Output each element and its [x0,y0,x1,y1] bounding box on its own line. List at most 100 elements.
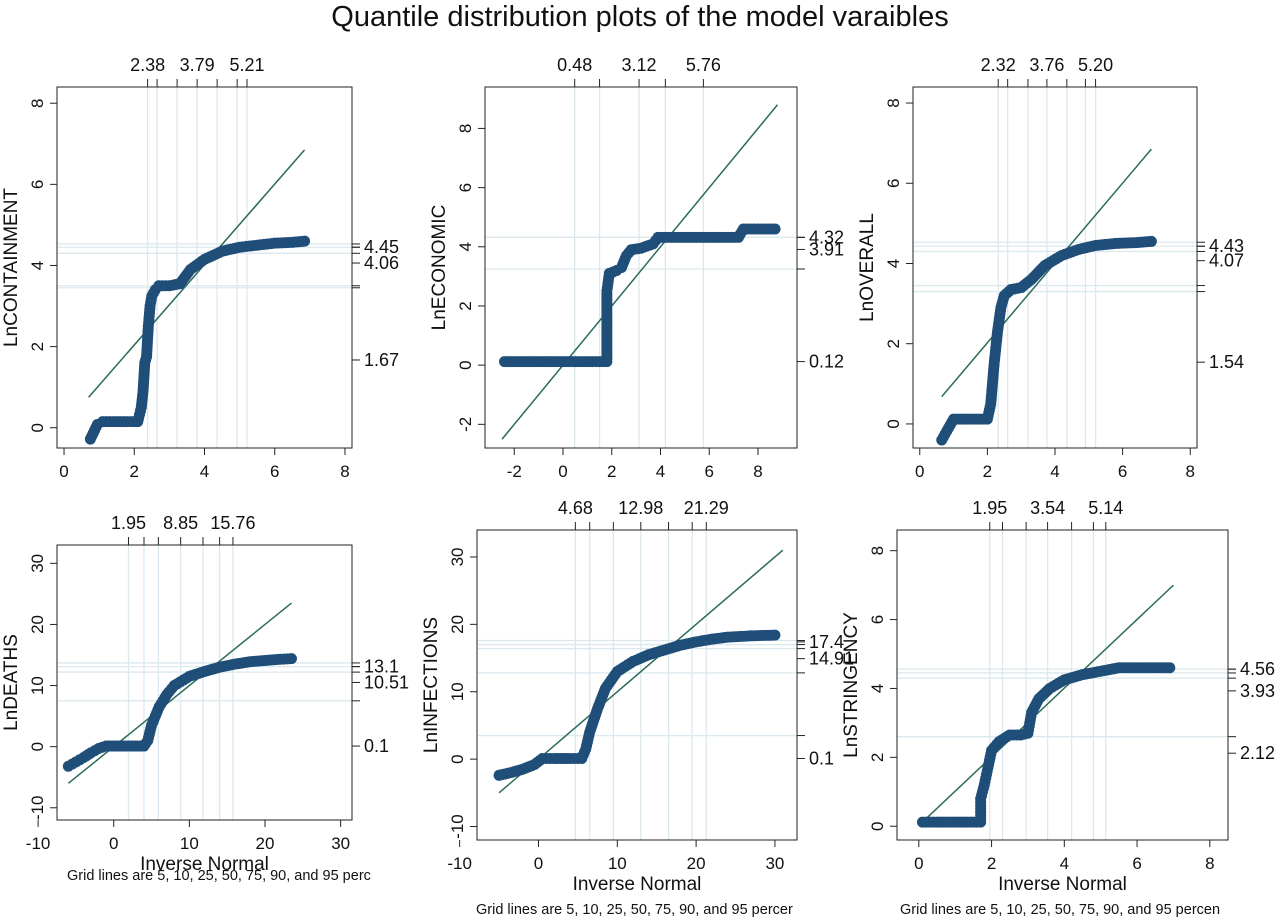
y-tick-label: 30 [448,547,467,566]
plot-frame [896,529,1229,841]
qq-panel-6: 0 2 4 6 8 0 2 4 6 8 1.95 3.54 5.14 4.563.93 2.12 LnSTRI… [841,498,1275,918]
right-quantile-label: 17.4 [809,632,844,652]
y-tick-label: -10 [28,795,47,820]
right-quantile-label: 14.91 [809,649,854,669]
y-tick-label: 6 [868,615,887,624]
right-quantile-label: 4.07 [1209,251,1244,271]
reference-line [498,549,784,794]
qq-panel-2: -2 0 2 4 6 8 -2 0 2 4 6 8 0.48 3.12 5.76 4.323.91 0.12 Ln… [429,55,844,481]
top-quantile-label: 2.38 [130,55,165,75]
x-tick-label: 8 [1186,462,1195,481]
x-tick-label: 0 [534,854,543,873]
top-quantile-label: 5.21 [229,55,264,75]
x-tick-label: 30 [765,854,784,873]
top-quantile-label: 3.54 [1030,498,1065,518]
x-tick-label: 2 [130,462,139,481]
y-tick-label: 0 [448,754,467,763]
y-tick-label: 8 [456,124,475,133]
x-tick-label: 0 [558,462,567,481]
top-quantile-label: 1.95 [972,498,1007,518]
right-quantile-label: 1.54 [1209,352,1244,372]
top-quantile-label: 5.20 [1078,55,1113,75]
x-tick-label: 8 [340,462,349,481]
y-tick-label: 30 [28,554,47,573]
x-tick-label: 8 [1205,854,1214,873]
right-quantile-label: 4.32 [809,227,844,247]
data-point [285,653,297,665]
x-tick-label: 0 [914,854,923,873]
y-tick-label: 2 [28,342,47,351]
x-tick-label: 2 [607,462,616,481]
y-axis-title: LnSTRINGENCY [841,612,862,758]
data-point [1164,662,1176,674]
y-tick-label: 8 [884,98,903,107]
y-tick-label: 10 [28,676,47,695]
page-title: Quantile distribution plots of the model… [331,1,949,33]
x-tick-label: -2 [507,462,522,481]
x-tick-label: 30 [331,834,350,853]
top-quantile-label: 1.95 [111,513,146,533]
top-quantile-label: 8.85 [163,513,198,533]
y-tick-label: 8 [868,546,887,555]
top-quantile-label: 21.29 [684,498,729,518]
x-axis-title: Inverse Normal [998,874,1127,895]
y-tick-label: 8 [28,98,47,107]
y-tick-label: 0 [868,821,887,830]
y-tick-label: 20 [28,615,47,634]
y-tick-label: 4 [884,259,903,268]
x-tick-label: 10 [180,834,199,853]
top-quantile-label: 4.68 [558,498,593,518]
reference-line [921,584,1174,823]
top-quantile-label: 15.76 [210,513,255,533]
grid-note: Grid lines are 5, 10, 25, 50, 75, 90, an… [67,868,371,884]
right-quantile-label: 4.45 [364,237,399,257]
x-tick-label: -10 [26,834,51,853]
right-quantile-label: 2.12 [1240,743,1275,763]
y-tick-label: 0 [456,360,475,369]
y-tick-label: 0 [28,423,47,432]
data-point [769,223,781,235]
right-quantile-label: 0.1 [809,748,834,768]
right-quantile-label: 0.12 [809,352,844,372]
right-quantile-label: 4.56 [1240,659,1275,679]
x-tick-label: 0 [59,462,68,481]
right-quantile-label: 10.51 [364,672,409,692]
y-tick-label: 4 [868,684,887,693]
y-axis-title: LnINFECTIONS [421,617,442,753]
plot-frame [912,86,1198,449]
y-axis-title: LnOVERALL [857,213,878,322]
x-tick-label: 0 [915,462,924,481]
top-quantile-label: 3.12 [622,55,657,75]
x-axis-title: Inverse Normal [573,874,702,895]
plot-frame [476,529,798,841]
right-quantile-label: 3.91 [809,239,844,259]
x-tick-label: 20 [687,854,706,873]
plot-frame [56,544,353,821]
y-tick-label: 2 [456,301,475,310]
y-tick-label: 4 [28,261,47,270]
grid-note: Grid lines are 5, 10, 25, 50, 75, 90, an… [476,902,793,918]
top-quantile-label: 5.14 [1088,498,1123,518]
y-tick-label: 6 [884,179,903,188]
plot-frame [484,86,798,449]
x-tick-label: 4 [1050,462,1059,481]
data-point [299,235,311,247]
x-tick-label: 2 [987,854,996,873]
qq-panel-1: 0 2 4 6 8 0 2 4 6 8 2.38 3.79 5.21 4.454.06 1.67 LnCONT… [1,55,399,481]
qq-panel-5: -10 0 10 20 30 -10 0 10 20 30 4.68 12.98 21.29 17.414… [421,498,854,918]
x-tick-label: 10 [608,854,627,873]
right-quantile-label: 0.1 [364,736,389,756]
x-tick-label: 8 [753,462,762,481]
data-point [1145,235,1157,247]
y-tick-label: 6 [456,183,475,192]
right-quantile-label: 1.67 [364,350,399,370]
x-tick-label: 6 [705,462,714,481]
y-tick-label: -10 [448,814,467,839]
y-tick-label: 10 [448,682,467,701]
x-tick-label: 4 [200,462,209,481]
y-tick-label: 20 [448,615,467,634]
x-tick-label: 0 [109,834,118,853]
top-quantile-label: 5.76 [686,55,721,75]
top-quantile-label: 3.79 [180,55,215,75]
top-quantile-label: 2.32 [981,55,1016,75]
